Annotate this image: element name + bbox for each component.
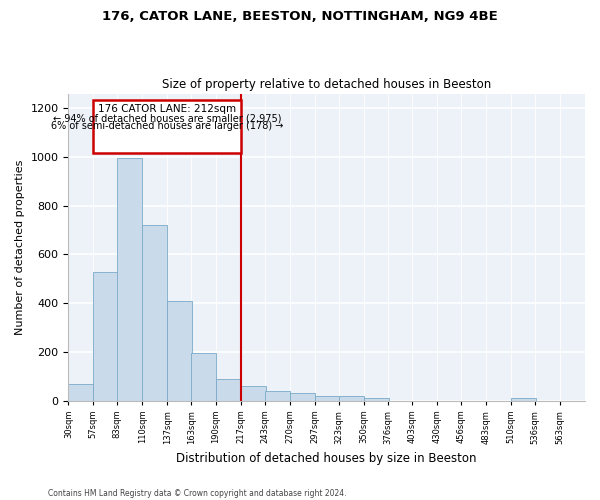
Bar [364, 398, 389, 400]
Bar [315, 396, 340, 400]
Bar [117, 158, 142, 400]
Text: 176, CATOR LANE, BEESTON, NOTTINGHAM, NG9 4BE: 176, CATOR LANE, BEESTON, NOTTINGHAM, NG… [102, 10, 498, 23]
Bar [68, 384, 94, 400]
Bar [511, 398, 536, 400]
Bar [94, 100, 241, 154]
Bar [290, 392, 315, 400]
Title: Size of property relative to detached houses in Beeston: Size of property relative to detached ho… [162, 78, 491, 91]
Bar [265, 391, 290, 400]
Bar [94, 272, 118, 400]
Text: Contains HM Land Registry data © Crown copyright and database right 2024.: Contains HM Land Registry data © Crown c… [48, 488, 347, 498]
Bar [142, 224, 167, 400]
X-axis label: Distribution of detached houses by size in Beeston: Distribution of detached houses by size … [176, 452, 477, 465]
Bar [241, 386, 266, 400]
Bar [216, 379, 241, 400]
Text: 6% of semi-detached houses are larger (178) →: 6% of semi-detached houses are larger (1… [51, 121, 283, 131]
Text: ← 94% of detached houses are smaller (2,975): ← 94% of detached houses are smaller (2,… [53, 113, 281, 123]
Y-axis label: Number of detached properties: Number of detached properties [15, 160, 25, 335]
Bar [338, 396, 364, 400]
Bar [191, 352, 216, 401]
Bar [167, 300, 192, 400]
Text: 176 CATOR LANE: 212sqm: 176 CATOR LANE: 212sqm [98, 104, 236, 114]
